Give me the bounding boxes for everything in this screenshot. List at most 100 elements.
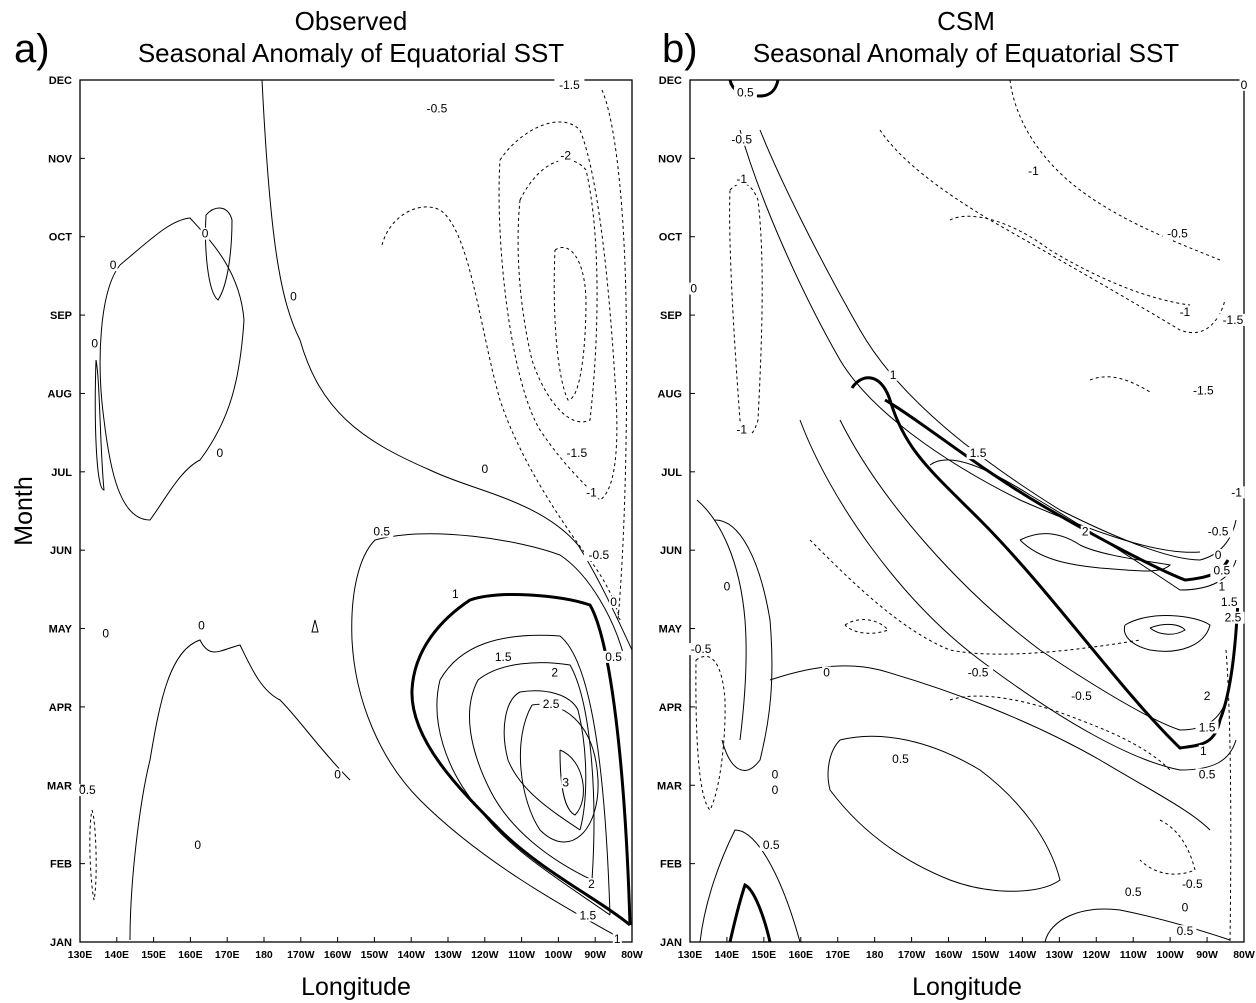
contour-label: 0	[724, 579, 731, 593]
longitude-tick-label: 140W	[1009, 949, 1037, 961]
contour-label: -1	[1028, 164, 1039, 178]
contour-label: 0	[110, 258, 117, 272]
contour-label-background	[1162, 227, 1193, 240]
longitude-tick-label: 80W	[1233, 949, 1255, 961]
month-tick-label: JUN	[50, 545, 72, 557]
month-tick-label: FEB	[660, 859, 682, 871]
contour-label: 0	[290, 289, 297, 303]
contour-label: -1.5	[559, 78, 580, 92]
contour-label-background	[583, 549, 614, 562]
contour-label-background	[689, 282, 699, 295]
longitude-tick-label: 160E	[178, 949, 203, 961]
month-tick-label: JUL	[661, 467, 682, 479]
contour-label-background	[1228, 486, 1245, 499]
contour-label: 0	[216, 446, 223, 460]
contour-label-background	[609, 596, 619, 609]
month-tick-label: SEP	[50, 310, 72, 322]
contour-label: -1	[1231, 485, 1242, 499]
contour-label-background	[759, 838, 783, 851]
contour-a-0-5-pos	[351, 533, 626, 939]
month-tick-label: JAN	[660, 937, 682, 949]
longitude-tick-label: 100W	[545, 949, 573, 961]
longitude-tick-label: 180	[255, 949, 273, 961]
contour-label-background	[722, 580, 732, 593]
month-tick-label: APR	[659, 702, 682, 714]
month-tick-label: JAN	[50, 937, 72, 949]
contour-label: -0.5	[968, 666, 989, 680]
longitude-tick-label: 170E	[215, 949, 240, 961]
contour-label: 2	[551, 666, 558, 680]
contour-label-background	[1198, 744, 1208, 757]
contour-label: 0.5	[79, 783, 96, 797]
contour-label: 0	[481, 462, 488, 476]
month-tick-label: DEC	[49, 75, 72, 87]
contour-label: -0.5	[691, 642, 712, 656]
contour-label-background	[963, 666, 994, 679]
contour-label-background	[196, 619, 206, 632]
contour-label-background	[770, 768, 780, 781]
contour-label: 0	[772, 767, 779, 781]
contour-label-background	[602, 650, 626, 663]
contour-b-0-lower	[769, 665, 1211, 831]
month-tick-label: DEC	[659, 75, 682, 87]
contour-b-neg-1-5	[1089, 376, 1151, 393]
contour-label-background	[583, 486, 600, 499]
contour-b-1-5	[929, 459, 1237, 591]
longitude-tick-label: 80W	[621, 949, 643, 961]
contour-label-background	[733, 423, 750, 436]
contour-label: 1.5	[495, 650, 512, 664]
longitude-tick-label: 180	[866, 949, 884, 961]
contour-a-neg-west	[89, 809, 97, 901]
contour-label: -0.5	[1182, 877, 1203, 891]
contour-b-neg-0-5-band	[809, 539, 1141, 655]
longitude-tick-label: 130W	[434, 949, 462, 961]
panel-b-letter: b)	[662, 27, 698, 71]
contour-label: 0	[198, 619, 205, 633]
contour-label-background	[888, 368, 898, 381]
contour-label: 0.5	[1177, 924, 1194, 938]
contour-label: 0	[1182, 901, 1189, 915]
contour-label: -0.5	[589, 548, 610, 562]
contour-label-background	[1066, 690, 1097, 703]
longitude-tick-label: 120W	[1083, 949, 1111, 961]
contour-a-0-main	[261, 79, 633, 651]
longitude-tick-label: 170E	[825, 949, 850, 961]
contour-label-background	[733, 172, 750, 185]
contour-label-background	[557, 149, 574, 162]
contour-label: 1	[1218, 579, 1225, 593]
contour-a-3-b	[519, 703, 599, 843]
longitude-tick-label: 150E	[141, 949, 166, 961]
contour-a-0-lower	[129, 639, 351, 941]
panel-a-contour-labels: -0.5 -1.5 -2 -1.5 -1 -0.5 0 0.5 0 0 0 0 0 0 0 0 0 0 0.5 1 1.…	[75, 78, 626, 946]
contour-label-background	[1180, 901, 1190, 914]
contour-b-neg-jan	[1139, 819, 1196, 875]
contour-label: 0	[690, 282, 697, 296]
panel-b-contour-labels: 0.5 -0.5 -1 -1 0 -1 -0.5 -1 -1.5 -1.5 0 1 1.5 2 -1 -0.5…	[686, 78, 1249, 938]
panel-b-frame	[689, 79, 1245, 943]
contour-label-background	[1239, 78, 1249, 91]
contour-label: -1.5	[566, 446, 587, 460]
contour-label-background	[889, 752, 913, 765]
contour-label-background	[1217, 596, 1241, 609]
panel-a-month-ticks: JAN FEB MAR APR MAY JUN JUL AUG SEP OCT NOV DEC	[47, 75, 85, 949]
month-tick-label: APR	[49, 702, 72, 714]
contour-label-background	[90, 337, 100, 350]
contour-label: 0	[334, 767, 341, 781]
panel-a-letter: a)	[14, 27, 50, 71]
panel-a: a) Observed Seasonal Anomaly of Equatori…	[10, 6, 643, 1001]
contour-label: 0.5	[737, 86, 754, 100]
contour-label: 2	[1082, 525, 1089, 539]
contour-label-background	[288, 290, 298, 303]
contour-label-background	[1173, 925, 1197, 938]
contour-label: 1	[452, 587, 459, 601]
contour-label: -1	[736, 423, 747, 437]
contour-a-0-blob	[205, 207, 233, 301]
month-tick-label: OCT	[659, 232, 683, 244]
contour-label: 2	[1204, 689, 1211, 703]
contour-label: 1.5	[579, 908, 596, 922]
month-tick-label: AUG	[48, 388, 72, 400]
contour-b-1-main	[850, 376, 1240, 750]
panel-b-longitude-ticks: 130E 140E 150E 160E 170E 180 170W 160W 150W 140W 1…	[678, 937, 1255, 961]
panel-b-month-ticks: JAN FEB MAR APR MAY JUN JUL AUG SEP OCT NOV DEC	[657, 75, 695, 949]
